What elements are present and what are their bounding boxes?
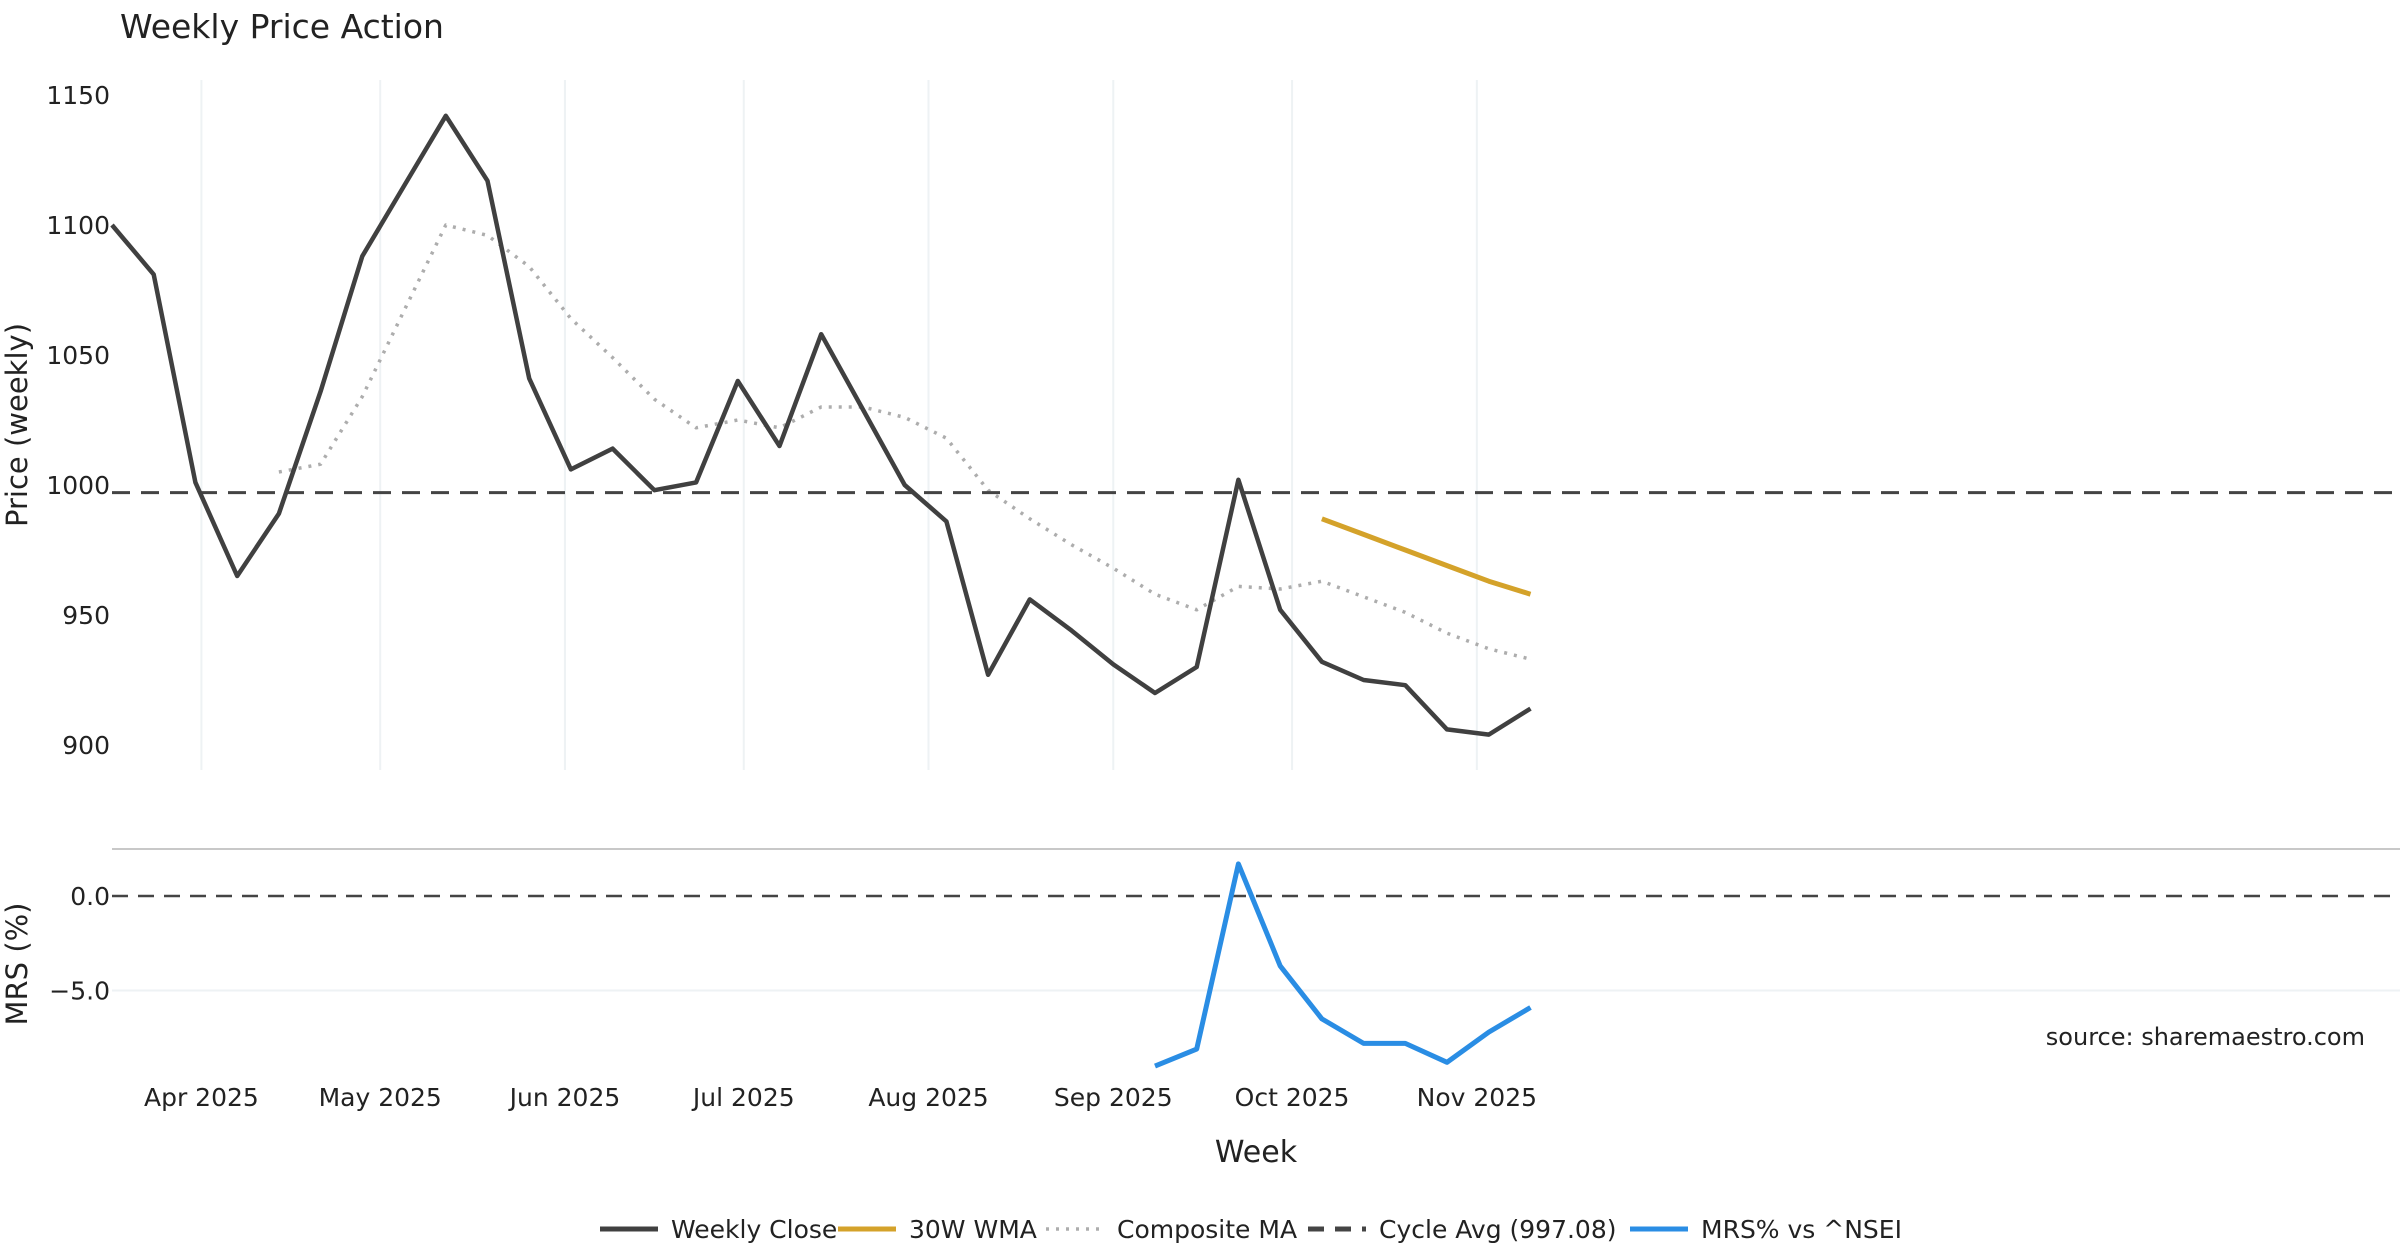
wma-line xyxy=(1321,516,1532,597)
price-lines xyxy=(110,113,2400,737)
legend: Weekly Close 30W WMA Composite MA Cycle Avg… xyxy=(600,1215,1902,1244)
legend-item-close: Weekly Close xyxy=(600,1215,837,1244)
mrs-y-tick-label: −5.0 xyxy=(49,977,110,1006)
price-y-tick-label: 1000 xyxy=(46,471,110,500)
legend-label: Cycle Avg (997.08) xyxy=(1379,1215,1617,1244)
x-axis-ticks: Apr 2025 May 2025 Jun 2025 Jul 2025 Aug 2025… xyxy=(144,1083,1537,1112)
price-panel: 900 950 1000 1050 1100 1150 Price (weekly) xyxy=(0,80,2400,770)
mrs-y-axis-label: MRS (%) xyxy=(0,903,34,1026)
mrs-panel: 0.0 −5.0 MRS (%) source: sharemaestro.com xyxy=(0,861,2400,1069)
mrs-points xyxy=(1154,863,1531,1067)
legend-label: 30W WMA xyxy=(909,1215,1037,1244)
x-tick-label: Jun 2025 xyxy=(508,1083,621,1112)
legend-label: MRS% vs ^NSEI xyxy=(1701,1215,1902,1244)
close-points xyxy=(111,115,1531,735)
legend-label: Composite MA xyxy=(1117,1215,1297,1244)
legend-item-cycle: Cycle Avg (997.08) xyxy=(1308,1215,1617,1244)
chart-title: Weekly Price Action xyxy=(120,7,444,46)
x-tick-label: May 2025 xyxy=(319,1083,442,1112)
mrs-y-tick-label: 0.0 xyxy=(70,882,110,911)
price-y-tick-label: 1150 xyxy=(46,81,110,110)
mrs-line xyxy=(1154,861,1532,1069)
legend-item-composite: Composite MA xyxy=(1046,1215,1297,1244)
legend-item-wma: 30W WMA xyxy=(838,1215,1037,1244)
mrs-y-ticks: 0.0 −5.0 xyxy=(49,882,110,1006)
x-tick-label: Jul 2025 xyxy=(691,1083,795,1112)
x-tick-label: Sep 2025 xyxy=(1054,1083,1173,1112)
wma-points xyxy=(1321,518,1531,595)
price-y-axis-label: Price (weekly) xyxy=(0,323,34,527)
price-y-tick-label: 950 xyxy=(62,601,110,630)
legend-label: Weekly Close xyxy=(671,1215,837,1244)
x-tick-label: Nov 2025 xyxy=(1417,1083,1537,1112)
price-y-ticks: 900 950 1000 1050 1100 1150 xyxy=(46,81,110,760)
x-tick-label: Oct 2025 xyxy=(1235,1083,1350,1112)
x-tick-label: Apr 2025 xyxy=(144,1083,259,1112)
composite-line xyxy=(278,223,1531,661)
composite-points xyxy=(278,224,1531,660)
price-y-tick-label: 1050 xyxy=(46,341,110,370)
mrs-lines xyxy=(112,861,2400,1069)
x-axis-label: Week xyxy=(1215,1135,1298,1170)
source-note: source: sharemaestro.com xyxy=(2046,1023,2365,1051)
price-y-tick-label: 1100 xyxy=(46,211,110,240)
legend-item-mrs: MRS% vs ^NSEI xyxy=(1630,1215,1902,1244)
close-line xyxy=(110,113,1532,737)
price-y-tick-label: 900 xyxy=(62,731,110,760)
x-tick-label: Aug 2025 xyxy=(868,1083,988,1112)
price-grid xyxy=(200,80,1478,770)
